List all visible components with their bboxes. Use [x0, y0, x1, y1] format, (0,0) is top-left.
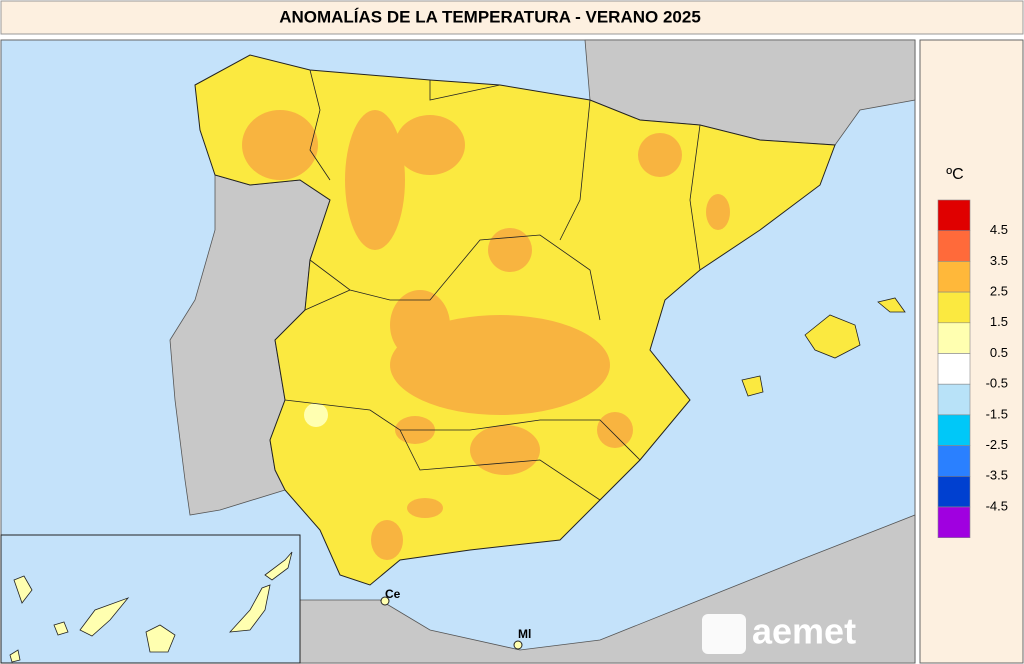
region-borders	[284, 69, 701, 501]
region-border	[429, 80, 501, 101]
logo: aemet	[752, 611, 856, 652]
legend-swatch	[937, 383, 971, 416]
balearic-islands	[741, 297, 906, 397]
city-label: Ce	[385, 587, 401, 601]
legend-tick-label: -4.5	[986, 498, 1008, 513]
region-border	[309, 69, 331, 181]
legend-tick-label: 0.5	[990, 345, 1008, 360]
africa	[299, 514, 916, 664]
legend-tick-label: 3.5	[990, 253, 1008, 268]
legend-swatch	[937, 506, 971, 539]
canary-islands	[9, 551, 293, 663]
legend-tick-label: 1.5	[990, 314, 1008, 329]
anomaly-areas	[242, 110, 730, 560]
anomaly-area	[345, 110, 405, 250]
anomaly-area	[706, 194, 730, 230]
anomaly-area	[395, 115, 465, 175]
legend-panel	[919, 39, 1024, 664]
legend-tick-label: -1.5	[986, 406, 1008, 421]
anomaly-area	[242, 110, 318, 180]
region-border	[689, 124, 701, 271]
island	[9, 649, 21, 663]
legend-tick-label: -3.5	[986, 468, 1008, 483]
legend-tick-label: -0.5	[986, 376, 1008, 391]
anomaly-area	[488, 228, 532, 272]
anomaly-area	[304, 403, 328, 427]
legend-swatch	[937, 291, 971, 324]
island	[877, 297, 906, 313]
legend-tick-label: 2.5	[990, 284, 1008, 299]
legend-unit: ºC	[946, 166, 963, 183]
legend-swatch	[937, 199, 971, 232]
legend-swatch	[937, 414, 971, 446]
region-border	[559, 99, 591, 241]
island	[229, 584, 271, 633]
anomaly-area	[597, 412, 633, 448]
island	[804, 314, 861, 359]
region-border	[304, 289, 351, 311]
legend-swatch	[937, 230, 971, 262]
island	[145, 624, 176, 653]
map-panel: Ce Ml aemet	[0, 39, 916, 664]
island	[13, 575, 33, 604]
anomaly-area	[407, 498, 443, 518]
anomaly-area	[371, 520, 403, 560]
legend-swatch	[937, 261, 971, 293]
city-label: Ml	[518, 627, 531, 641]
region-border	[309, 234, 601, 321]
city-marker	[513, 640, 523, 650]
legend-tick-label: 4.5	[990, 222, 1008, 237]
region-border	[399, 429, 601, 501]
logo-icon	[702, 614, 746, 654]
legend-swatch	[937, 322, 971, 354]
city-marker	[380, 596, 390, 606]
legend-swatch	[937, 353, 971, 385]
legend-swatch	[937, 475, 971, 508]
title-bar	[0, 0, 1024, 35]
island	[79, 597, 130, 637]
anomaly-area	[390, 290, 450, 360]
anomaly-area	[638, 133, 682, 177]
anomaly-area	[470, 425, 540, 475]
title: ANOMALÍAS DE LA TEMPERATURA - VERANO 202…	[279, 7, 701, 26]
island	[264, 551, 293, 581]
legend-swatch	[937, 445, 971, 477]
island	[53, 621, 69, 636]
legend-tick-label: -2.5	[986, 437, 1008, 452]
region-border	[284, 399, 641, 461]
island	[741, 375, 764, 397]
